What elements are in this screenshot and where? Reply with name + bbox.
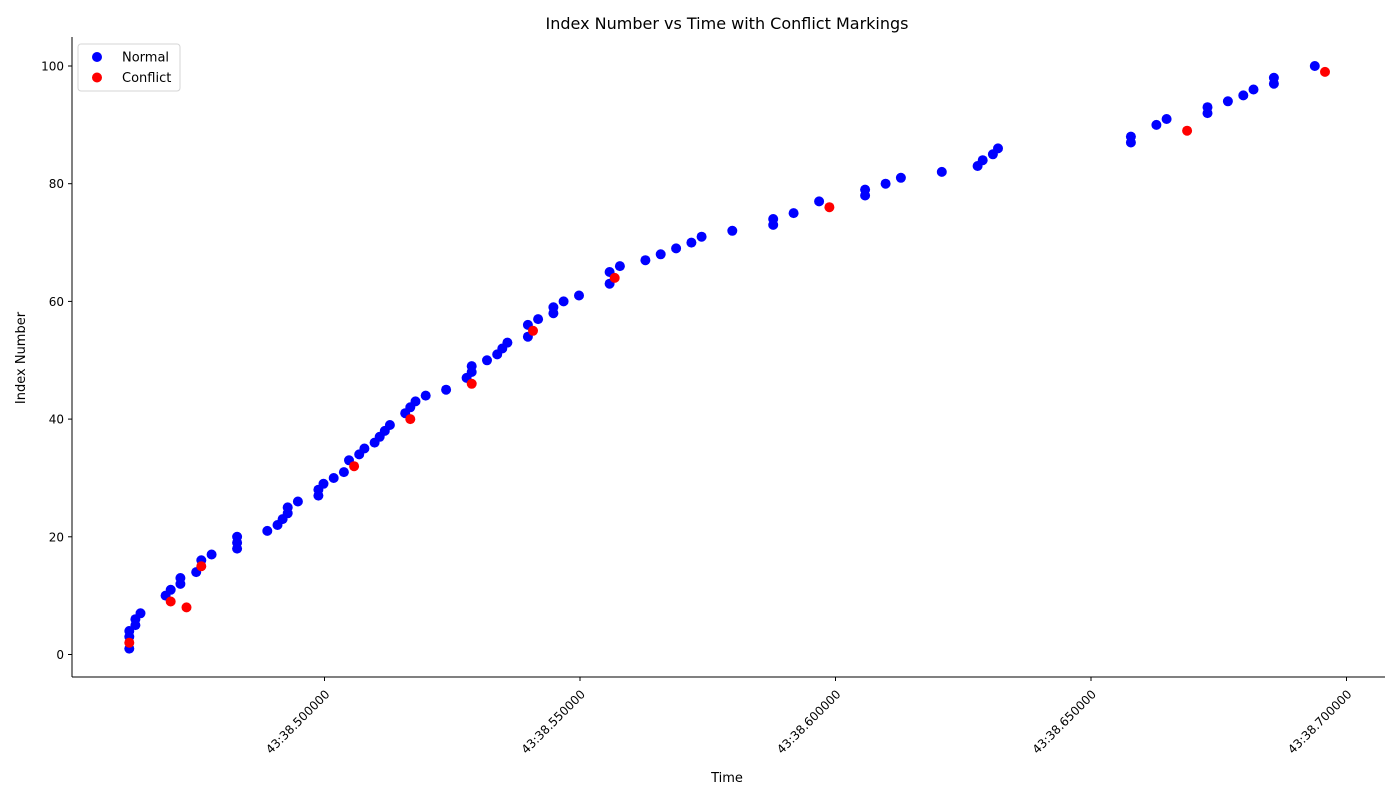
legend-marker-conflict [92, 72, 102, 83]
conflict-point [466, 378, 477, 389]
normal-point [686, 237, 697, 248]
normal-point [1222, 96, 1233, 107]
x-tick-label: 43:38.550000 [519, 687, 588, 756]
conflict-point [528, 325, 538, 336]
normal-point [338, 467, 349, 478]
conflict-point [824, 202, 835, 213]
normal-point [1309, 61, 1320, 71]
conflict-point [405, 414, 416, 425]
normal-point [482, 355, 492, 366]
conflict-point [1182, 125, 1193, 136]
normal-point [533, 314, 544, 325]
normal-point [655, 249, 666, 260]
normal-point [502, 337, 513, 348]
normal-point [558, 296, 569, 307]
normal-point [232, 531, 243, 542]
legend-marker-normal [92, 52, 102, 62]
y-tick-label: 20 [49, 530, 64, 544]
normal-point [1151, 119, 1162, 130]
normal-point [936, 166, 947, 177]
normal-point [1125, 131, 1136, 142]
normal-point [1161, 114, 1172, 124]
normal-point [1268, 72, 1279, 83]
normal-point [1202, 102, 1213, 113]
chart-title: Index Number vs Time with Conflict Marki… [546, 14, 909, 33]
normal-point [292, 496, 303, 507]
conflict-point [165, 596, 176, 607]
normal-point [671, 243, 682, 254]
conflict-point [349, 461, 360, 472]
conflict-point [609, 272, 620, 283]
normal-point [993, 143, 1003, 154]
normal-point [441, 384, 452, 395]
y-tick-label: 0 [56, 648, 64, 662]
normal-point [282, 502, 293, 513]
y-tick-label: 80 [49, 177, 64, 191]
y-tick-label: 100 [41, 60, 64, 74]
legend-label-normal: Normal [122, 51, 169, 66]
normal-point [814, 196, 825, 207]
normal-point [1248, 84, 1259, 95]
axes: 0 20 40 60 80 100 43:38.500000 43:38.550000 43:3… [41, 37, 1385, 757]
normal-point [318, 478, 329, 489]
normal-point [727, 225, 738, 236]
normal-point [640, 255, 651, 266]
conflict-point [124, 637, 135, 648]
normal-point [359, 443, 370, 454]
x-tick-label: 43:38.600000 [774, 687, 843, 756]
normal-point [206, 549, 217, 560]
normal-point [574, 290, 584, 301]
conflict-point [181, 602, 192, 613]
x-tick-label: 43:38.500000 [263, 687, 332, 756]
normal-point [614, 261, 625, 272]
normal-point [977, 155, 988, 166]
normal-point [1238, 90, 1249, 101]
normal-point [880, 178, 891, 189]
normal-point [384, 420, 395, 430]
legend-label-conflict: Conflict [122, 71, 171, 86]
normal-point [548, 302, 559, 313]
x-tick-label: 43:38.700000 [1285, 687, 1354, 756]
legend: Normal Conflict [77, 43, 181, 92]
normal-point [860, 184, 871, 195]
conflict-point [1320, 66, 1330, 77]
normal-point [696, 231, 707, 242]
normal-point [768, 214, 779, 224]
normal-point [165, 584, 176, 595]
normal-point [895, 172, 906, 183]
normal-point [410, 396, 421, 407]
legend-frame [77, 43, 181, 92]
y-tick-label: 40 [49, 413, 64, 427]
y-axis-label: Index Number [14, 311, 29, 404]
normal-point [135, 608, 146, 619]
normal-point [420, 390, 431, 401]
x-axis-label: Time [710, 771, 743, 786]
y-tick-label: 60 [49, 295, 64, 309]
conflict-point [196, 561, 207, 572]
normal-point [262, 525, 273, 536]
normal-point [328, 473, 339, 483]
normal-point [175, 573, 186, 583]
x-tick-label: 43:38.650000 [1030, 687, 1099, 756]
data-points [124, 61, 1330, 654]
normal-point [466, 361, 477, 372]
normal-point [788, 208, 799, 219]
